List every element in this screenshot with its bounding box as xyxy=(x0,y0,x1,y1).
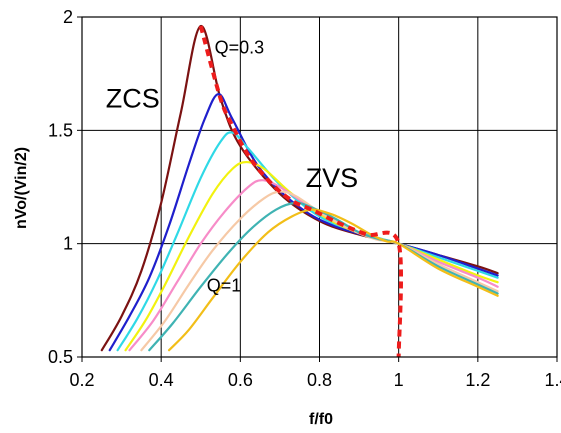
annotation-label: ZCS xyxy=(106,84,160,114)
x-axis-title: f/f0 xyxy=(309,411,333,428)
annotation-label: Q=1 xyxy=(207,275,242,295)
x-tick-label: 1.4 xyxy=(544,370,561,390)
series-line-2 xyxy=(108,92,499,352)
annotation-label: ZVS xyxy=(306,163,359,193)
series-line-5 xyxy=(128,179,499,352)
series-line-7 xyxy=(148,201,499,352)
y-axis-title: nVo/(Vin/2) xyxy=(13,147,30,229)
x-tick-label: 0.2 xyxy=(69,370,94,390)
annotation-label: Q=0.3 xyxy=(215,37,265,57)
y-tick-label: 1 xyxy=(63,234,73,254)
x-tick-label: 1 xyxy=(394,370,404,390)
x-tick-label: 0.4 xyxy=(149,370,174,390)
x-tick-label: 0.8 xyxy=(307,370,332,390)
series-line-6 xyxy=(140,190,499,352)
boundary-series-line xyxy=(198,25,403,358)
series-line-3 xyxy=(116,131,499,352)
series-line-8 xyxy=(167,208,499,352)
x-tick-label: 0.6 xyxy=(228,370,253,390)
plot-frame xyxy=(81,16,558,358)
x-tick-label: 1.2 xyxy=(465,370,490,390)
series-layer xyxy=(100,24,499,358)
y-tick-label: 2 xyxy=(63,7,73,27)
series-line-4 xyxy=(124,160,499,352)
axes: 0.2 0.4 0.6 0.8 1 1.2 1.4 0.5 1 1.5 2 xyxy=(48,7,561,390)
y-tick-label: 1.5 xyxy=(48,120,73,140)
annotation-layer: ZCS ZVS Q=0.3 Q=1 xyxy=(106,37,358,295)
y-tick-label: 0.5 xyxy=(48,347,73,367)
